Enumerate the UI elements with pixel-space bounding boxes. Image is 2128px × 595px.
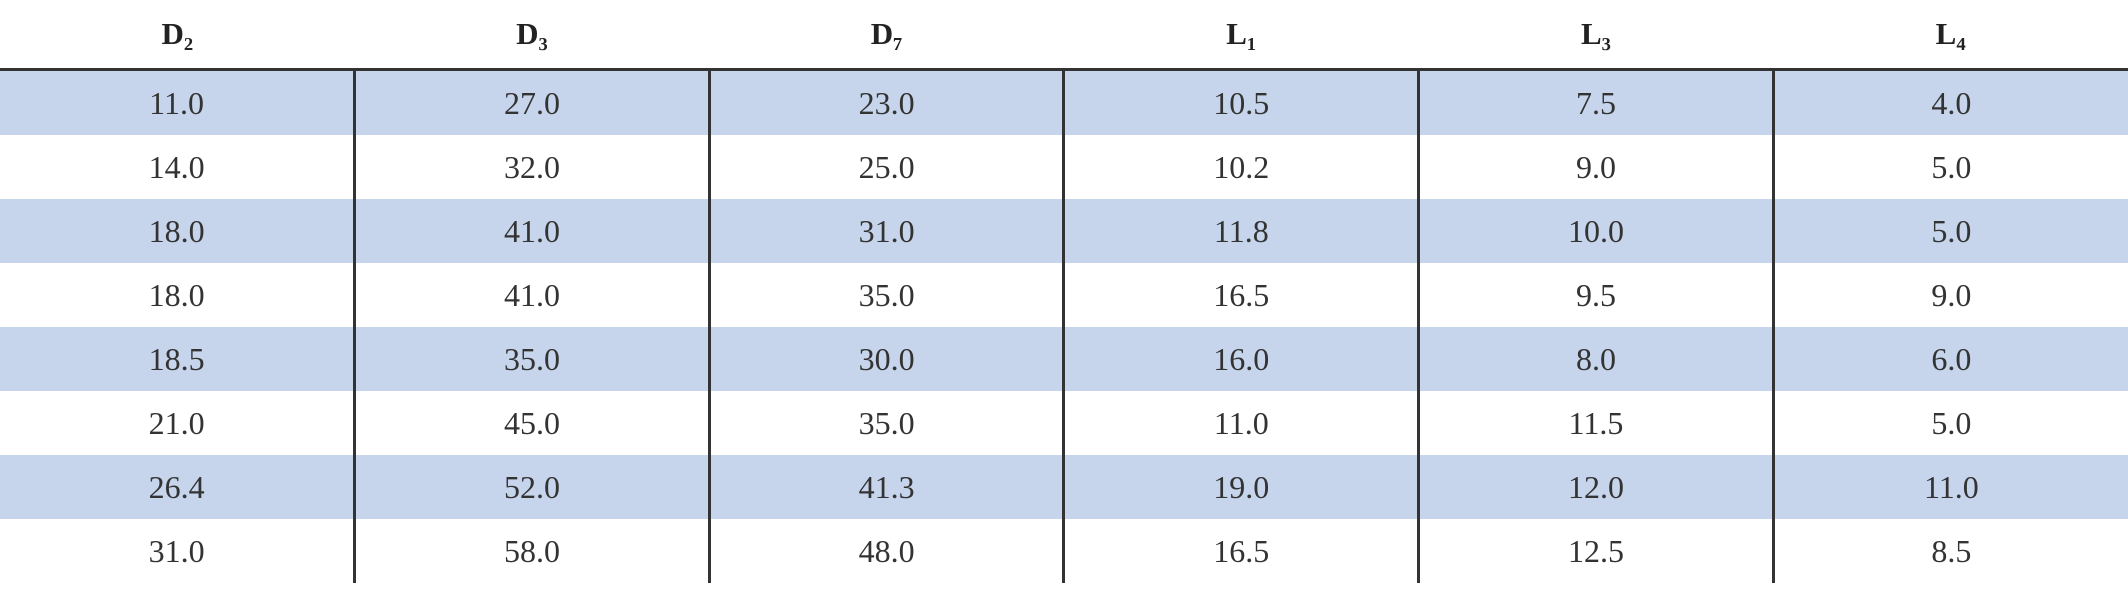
header-cell: L₄	[1773, 0, 2128, 71]
table-row: 14.0 32.0 25.0 10.2 9.0 5.0	[0, 135, 2128, 199]
table-cell: 11.0	[1771, 455, 2128, 519]
table-cell: 10.5	[1062, 69, 1419, 135]
table-cell: 12.5	[1417, 519, 1774, 583]
header-cell: L₁	[1063, 0, 1419, 71]
table-row: 18.5 35.0 30.0 16.0 8.0 6.0	[0, 327, 2128, 391]
table-cell: 41.0	[353, 199, 710, 263]
header-cell: L₃	[1418, 0, 1774, 71]
table-cell: 30.0	[707, 327, 1064, 391]
table-cell: 35.0	[353, 327, 710, 391]
table-cell: 18.5	[0, 327, 355, 391]
table-cell: 31.0	[148, 532, 205, 569]
table-cell: 35.0	[707, 263, 1064, 327]
table-cell: 19.0	[1062, 455, 1419, 519]
table-cell: 10.0	[1417, 199, 1774, 263]
table-cell: 8.5	[1771, 519, 2128, 583]
table-cell: 21.0	[148, 404, 205, 441]
table-cell: 11.0	[1062, 391, 1419, 455]
table-cell: 7.5	[1417, 69, 1774, 135]
table-cell: 16.0	[1062, 327, 1419, 391]
table-cell: 11.5	[1417, 391, 1774, 455]
table-cell: 6.0	[1771, 327, 2128, 391]
table-row: 21.0 45.0 35.0 11.0 11.5 5.0	[0, 391, 2128, 455]
table-cell: 48.0	[707, 519, 1064, 583]
header-cell: D₃	[354, 0, 710, 71]
table-cell: 5.0	[1771, 199, 2128, 263]
table-cell: 23.0	[707, 69, 1064, 135]
table-cell: 52.0	[353, 455, 710, 519]
table-cell: 5.0	[1771, 391, 2128, 455]
header-cell: D₂	[0, 0, 355, 71]
table-cell: 18.0	[0, 199, 355, 263]
table-cell: 10.2	[1062, 135, 1419, 199]
table-row: 18.0 41.0 35.0 16.5 9.5 9.0	[0, 263, 2128, 327]
header-cell: D₇	[709, 0, 1064, 71]
header-row: D₂ D₃ D₇ L₁ L₃ L₄	[0, 0, 2128, 71]
table-row: 26.4 52.0 41.3 19.0 12.0 11.0	[0, 455, 2128, 519]
table-cell: 16.5	[1062, 519, 1419, 583]
table-row: 11.0 27.0 23.0 10.5 7.5 4.0	[0, 69, 2128, 135]
table-body: 11.0 27.0 23.0 10.5 7.5 4.0 14.0 32.0 25.0 10.2 9.…	[0, 69, 2128, 583]
table-cell: 14.0	[148, 148, 205, 185]
table-cell: 8.0	[1417, 327, 1774, 391]
table-row: 31.0 58.0 48.0 16.5 12.5 8.5	[0, 519, 2128, 583]
table-cell: 9.5	[1417, 263, 1774, 327]
table-cell: 12.0	[1417, 455, 1774, 519]
table-cell: 5.0	[1771, 135, 2128, 199]
data-table: D₂ D₃ D₇ L₁ L₃ L₄ 11.0 27.0 23.0 10.5 7.5 4.0 14.0 3…	[0, 0, 2128, 583]
table-cell: 16.5	[1062, 263, 1419, 327]
table-cell: 35.0	[707, 391, 1064, 455]
table-cell: 9.0	[1417, 135, 1774, 199]
table-cell: 11.8	[1062, 199, 1419, 263]
table-cell: 58.0	[353, 519, 710, 583]
table-cell: 25.0	[707, 135, 1064, 199]
table-row: 18.0 41.0 31.0 11.8 10.0 5.0	[0, 199, 2128, 263]
table-cell: 26.4	[0, 455, 355, 519]
table-cell: 11.0	[0, 69, 355, 135]
table-cell: 41.0	[353, 263, 710, 327]
table-cell: 45.0	[353, 391, 710, 455]
table-cell: 9.0	[1771, 263, 2128, 327]
table-cell: 18.0	[148, 276, 205, 313]
table-cell: 32.0	[353, 135, 710, 199]
table-cell: 27.0	[353, 69, 710, 135]
table-cell: 31.0	[707, 199, 1064, 263]
table-cell: 41.3	[707, 455, 1064, 519]
table-cell: 4.0	[1771, 69, 2128, 135]
